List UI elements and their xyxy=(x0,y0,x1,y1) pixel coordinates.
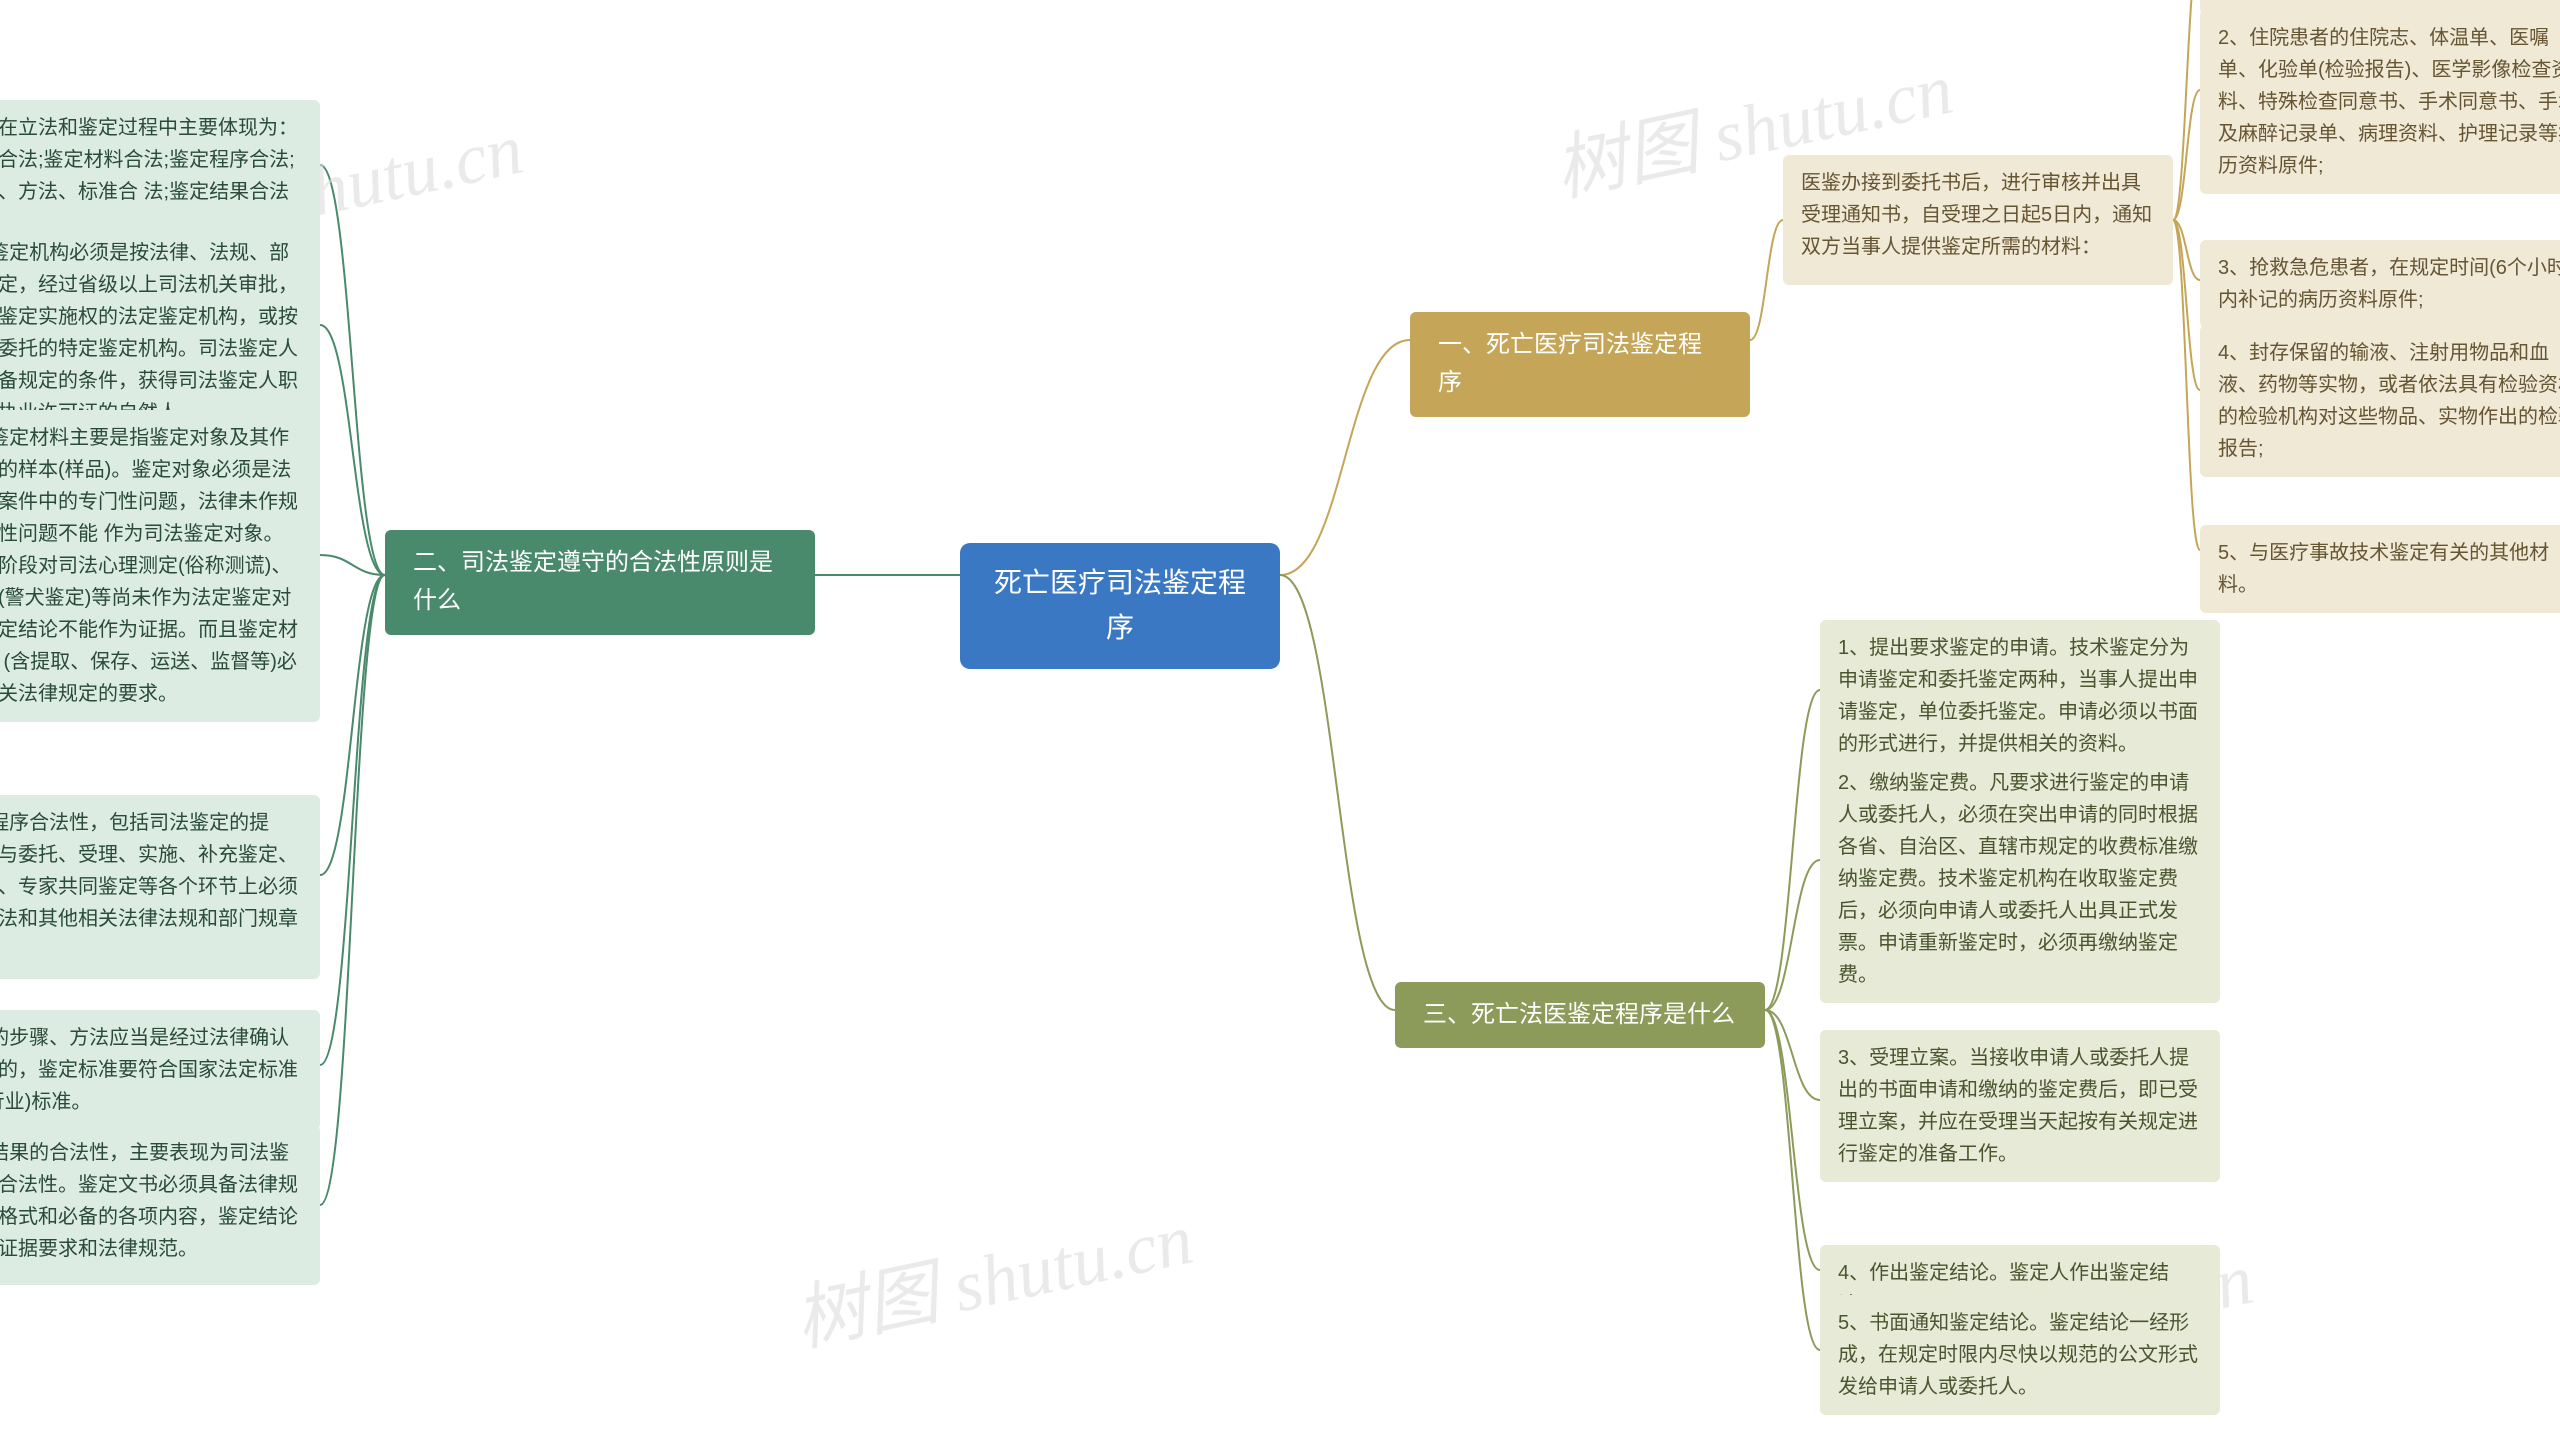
mindmap-node: 1、司法鉴定机构必须是按法律、法规、部门规章规定，经过省级以上司法机关审批，取得… xyxy=(0,225,320,441)
mindmap-node: 3、鉴定程序合法性，包括司法鉴定的提请、决定与委托、受理、实施、补充鉴定、重新鉴… xyxy=(0,795,320,979)
mindmap-node: 3、受理立案。当接收申请人或委托人提出的书面申请和缴纳的鉴定费后，即已受理立案，… xyxy=(1820,1030,2220,1182)
mindmap-node: 2、缴纳鉴定费。凡要求进行鉴定的申请人或委托人，必须在突出申请的同时根据各省、自… xyxy=(1820,755,2220,1003)
mindmap-node: 医鉴办接到委托书后，进行审核并出具受理通知书，自受理之日起5日内，通知双方当事人… xyxy=(1783,155,2173,285)
mindmap-node: 5、与医疗事故技术鉴定有关的其他材料。 xyxy=(2200,525,2560,613)
mindmap-node: 2、司法鉴定材料主要是指鉴定对象及其作为被比较的样本(样品)。鉴定对象必须是法律… xyxy=(0,410,320,722)
mindmap-node: 1、提出要求鉴定的申请。技术鉴定分为申请鉴定和委托鉴定两种，当事人提出申请鉴定，… xyxy=(1820,620,2220,772)
mindmap-node: 死亡医疗司法鉴定程序 xyxy=(960,543,1280,669)
mindmap-node: 3、抢救急危患者，在规定时间(6个小时)内补记的病历资料原件; xyxy=(2200,240,2560,328)
mindmap-node: 二、司法鉴定遵守的合法性原则是什么 xyxy=(385,530,815,635)
mindmap-node: 4、封存保留的输液、注射用物品和血液、药物等实物，或者依法具有检验资格的检验机构… xyxy=(2200,325,2560,477)
mindmap-node: 5、鉴定结果的合法性，主要表现为司法鉴定文书的合法性。鉴定文书必须具备法律规定的… xyxy=(0,1125,320,1285)
mindmap-node: 三、死亡法医鉴定程序是什么 xyxy=(1395,982,1765,1048)
mindmap-node: 4、鉴定的步骤、方法应当是经过法律确认的、有效的，鉴定标准要符合国家法定标准或部… xyxy=(0,1010,320,1130)
mindmap-node: 一、死亡医疗司法鉴定程序 xyxy=(1410,312,1750,417)
mindmap-node: 5、书面通知鉴定结论。鉴定结论一经形成，在规定时限内尽快以规范的公文形式发给申请… xyxy=(1820,1295,2220,1415)
mindmap-node: 2、住院患者的住院志、体温单、医嘱单、化验单(检验报告)、医学影像检查资料、特殊… xyxy=(2200,10,2560,194)
watermark: 树图 shutu.cn xyxy=(783,1179,1200,1366)
